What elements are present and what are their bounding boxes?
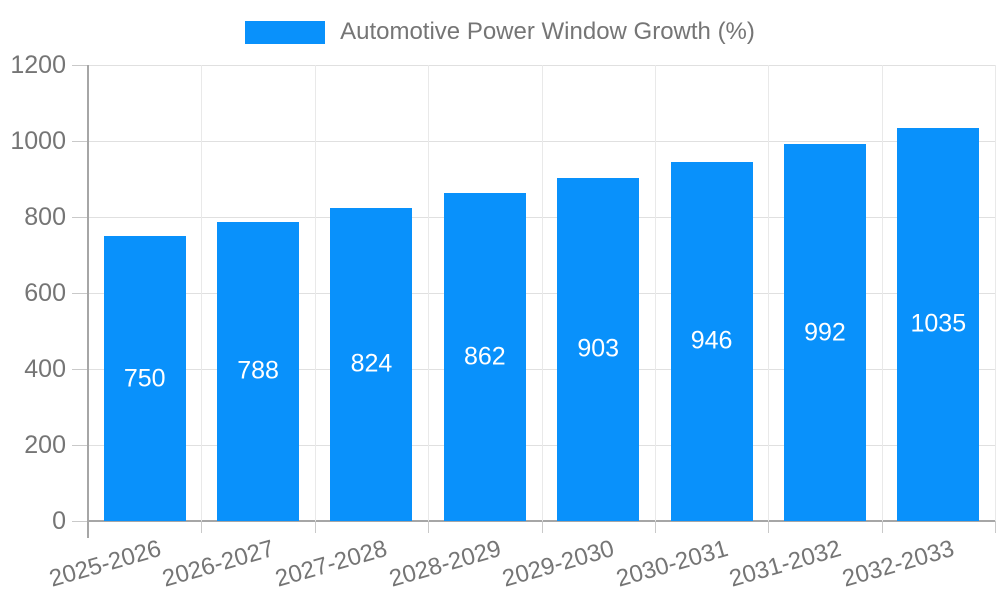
y-tick-mark xyxy=(72,65,88,66)
chart-legend: Automotive Power Window Growth (%) xyxy=(0,20,1000,44)
bar-value-label: 824 xyxy=(350,349,393,378)
bar: 788 xyxy=(217,221,300,521)
bar: 862 xyxy=(443,193,526,521)
v-gridline xyxy=(201,65,202,521)
h-gridline xyxy=(88,293,995,294)
x-tick-mark xyxy=(201,521,202,533)
x-tick-mark xyxy=(882,521,883,533)
bar-value-label: 903 xyxy=(577,334,620,363)
bar-value-label: 992 xyxy=(804,318,846,346)
h-gridline xyxy=(88,369,995,370)
bar: 750 xyxy=(103,236,186,521)
h-gridline xyxy=(88,445,995,446)
x-tick-mark xyxy=(768,521,769,533)
v-gridline xyxy=(995,65,996,521)
h-gridline xyxy=(88,217,995,218)
y-tick-label: 1000 xyxy=(10,127,66,155)
x-tick-mark xyxy=(995,521,996,533)
bar: 946 xyxy=(670,161,753,521)
v-gridline xyxy=(882,65,883,521)
x-axis-line xyxy=(88,520,995,522)
bar-value-label: 750 xyxy=(123,364,166,392)
y-tick-label: 1200 xyxy=(10,51,66,79)
bar-value-label: 946 xyxy=(690,326,733,355)
y-tick-mark xyxy=(72,369,88,370)
plot-area: 0 200 400 600 800 1000 1200 750 788 824 862 903 946 9… xyxy=(10,51,996,593)
y-tick-mark xyxy=(72,521,88,522)
bar-value-label: 1035 xyxy=(910,309,967,338)
x-tick-mark xyxy=(315,521,316,533)
y-tick-label: 0 xyxy=(52,507,66,535)
y-tick-label: 600 xyxy=(24,279,66,307)
x-tick-mark xyxy=(428,521,429,533)
v-gridline xyxy=(315,65,316,521)
y-axis-line xyxy=(87,65,89,538)
legend-swatch xyxy=(245,20,326,44)
v-gridline xyxy=(428,65,429,521)
x-tick-mark xyxy=(655,521,656,533)
bar: 903 xyxy=(557,177,640,521)
bar: 1035 xyxy=(897,127,980,521)
v-gridline xyxy=(542,65,543,521)
v-gridline xyxy=(655,65,656,521)
y-tick-label: 400 xyxy=(24,355,66,383)
y-tick-mark xyxy=(72,217,88,218)
y-tick-mark xyxy=(72,445,88,446)
y-tick-label: 800 xyxy=(24,203,66,231)
bar-value-label: 788 xyxy=(237,356,279,385)
bar: 824 xyxy=(330,207,413,521)
bar: 992 xyxy=(783,144,866,521)
v-gridline xyxy=(768,65,769,521)
y-tick-mark xyxy=(72,141,88,142)
h-gridline xyxy=(88,141,995,142)
bar-value-label: 862 xyxy=(463,342,506,371)
legend-label: Automotive Power Window Growth (%) xyxy=(340,18,755,45)
h-gridline xyxy=(88,65,995,66)
y-tick-mark xyxy=(72,293,88,294)
y-tick-label: 200 xyxy=(24,431,66,459)
x-tick-mark xyxy=(542,521,543,533)
